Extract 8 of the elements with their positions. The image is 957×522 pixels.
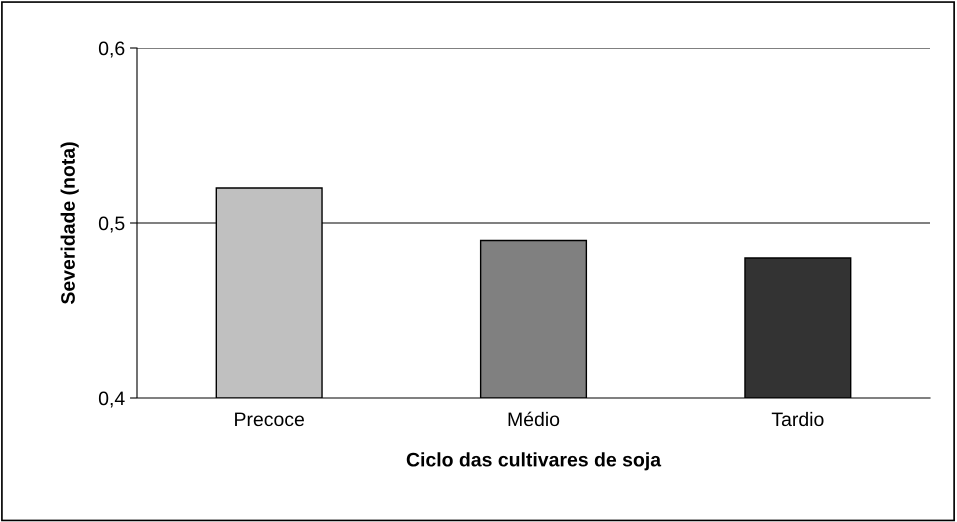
y-tick-label: 0,4 (98, 391, 125, 408)
x-axis-title: Ciclo das cultivares de soja (406, 452, 662, 470)
y-tick-label: 0,5 (98, 216, 124, 233)
x-tick-label: Tardio (772, 412, 824, 426)
y-axis-title: Severidade (nota) (60, 142, 79, 304)
y-tick-label: 0,6 (98, 41, 124, 58)
x-tick-label: Precoce (235, 412, 304, 426)
x-tick-label: Médio (508, 412, 560, 426)
